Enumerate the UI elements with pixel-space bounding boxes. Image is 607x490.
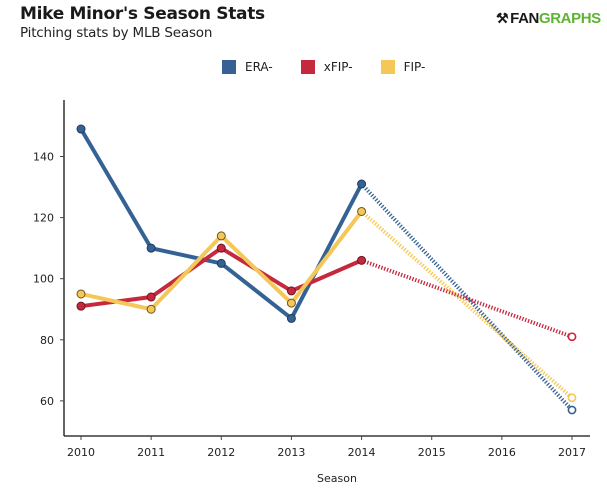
chart-legend: ERA- xFIP- FIP- xyxy=(222,60,453,74)
series-layer xyxy=(76,124,577,415)
legend-swatch-era xyxy=(222,60,236,74)
data-point-era-2017 xyxy=(567,405,577,415)
data-point-era-2011 xyxy=(146,243,156,253)
y-tick-label: 100 xyxy=(33,273,54,286)
batter-icon: ⚒ xyxy=(496,10,509,26)
y-tick-label: 140 xyxy=(33,151,54,164)
data-point-xfip-2014 xyxy=(357,255,367,265)
data-point-fip-2011 xyxy=(146,304,156,314)
legend-item-xfip[interactable]: xFIP- xyxy=(300,60,353,74)
x-tick-label: 2017 xyxy=(558,446,586,459)
data-point-era-2013 xyxy=(286,313,296,323)
x-tick-label: 2014 xyxy=(348,446,376,459)
data-point-fip-2017 xyxy=(567,393,577,403)
series-dotted-line-fip xyxy=(360,209,574,400)
legend-label-era: ERA- xyxy=(245,60,273,74)
series-dotted-line-xfip xyxy=(360,258,573,339)
data-point-era-2014 xyxy=(357,179,367,189)
x-tick-label: 2010 xyxy=(67,446,95,459)
x-tick-label: 2012 xyxy=(207,446,235,459)
data-point-era-2012 xyxy=(216,258,226,268)
data-point-fip-2012 xyxy=(216,231,226,241)
legend-swatch-fip xyxy=(380,60,395,74)
x-tick-label: 2015 xyxy=(418,446,446,459)
data-point-fip-2013 xyxy=(286,298,296,308)
y-tick-label: 80 xyxy=(40,334,54,347)
series-xfip xyxy=(76,243,577,342)
fangraphs-logo[interactable]: ⚒ FAN GRAPHS xyxy=(496,10,601,27)
series-dotted-line-era xyxy=(360,182,574,412)
y-tick-label: 60 xyxy=(40,395,54,408)
data-point-fip-2014 xyxy=(357,206,367,216)
series-fip xyxy=(76,206,577,403)
chart-subtitle: Pitching stats by MLB Season xyxy=(20,25,213,41)
x-tick-label: 2016 xyxy=(488,446,516,459)
legend-item-fip[interactable]: FIP- xyxy=(380,60,426,74)
chart-title: Mike Minor's Season Stats xyxy=(20,4,265,24)
data-point-fip-2010 xyxy=(76,289,86,299)
legend-swatch-xfip xyxy=(300,60,315,74)
logo-text-fan: FAN xyxy=(510,10,539,27)
x-tick-label: 2013 xyxy=(277,446,305,459)
x-axis-title: Season xyxy=(317,472,357,485)
legend-label-fip: FIP- xyxy=(403,60,426,74)
data-point-xfip-2013 xyxy=(286,286,296,296)
data-point-era-2010 xyxy=(76,124,86,134)
legend-label-xfip: xFIP- xyxy=(323,60,353,74)
series-line-xfip xyxy=(79,246,364,309)
x-tick-label: 2011 xyxy=(137,446,165,459)
y-tick-label: 120 xyxy=(33,212,54,225)
logo-text-graphs: GRAPHS xyxy=(538,10,601,27)
data-point-xfip-2012 xyxy=(216,243,226,253)
legend-item-era[interactable]: ERA- xyxy=(222,60,273,74)
axes: 60 80 100 120 140 2010 2011 2012 2013 2014 2015 201… xyxy=(33,100,590,459)
data-point-xfip-2010 xyxy=(76,301,86,311)
series-era xyxy=(76,124,577,415)
data-point-xfip-2017 xyxy=(567,332,577,342)
series-line-era xyxy=(79,127,364,321)
data-point-xfip-2011 xyxy=(146,292,156,302)
